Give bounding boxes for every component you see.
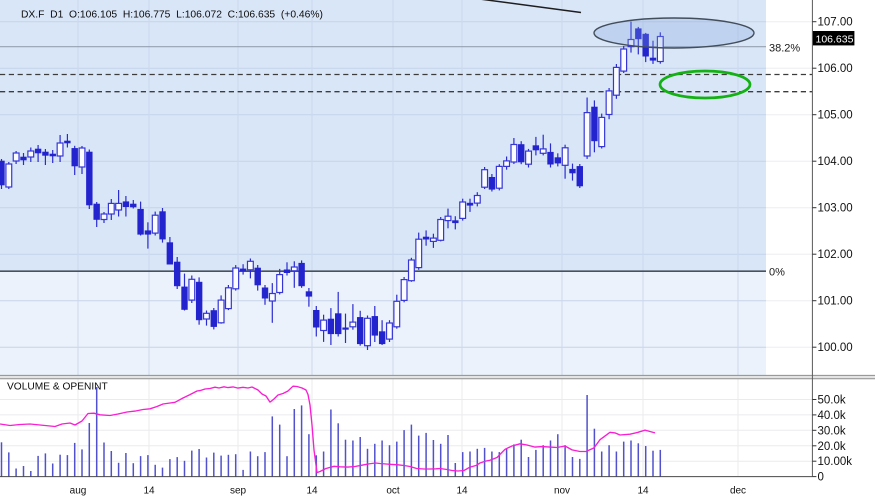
svg-text:30.0k: 30.0k <box>818 425 846 437</box>
svg-text:106.00: 106.00 <box>818 63 853 75</box>
svg-text:DX.F D1 O:106.105 H:106.775: DX.F D1 O:106.105 H:106.775 L:106.072 C:… <box>21 10 323 21</box>
svg-text:0: 0 <box>818 472 824 484</box>
svg-text:103.00: 103.00 <box>818 203 853 215</box>
svg-text:40.0k: 40.0k <box>818 410 846 422</box>
svg-text:nov: nov <box>554 486 570 497</box>
svg-text:14: 14 <box>637 486 649 497</box>
svg-text:101.00: 101.00 <box>818 296 853 308</box>
svg-text:38.2%: 38.2% <box>769 43 800 55</box>
svg-text:100.00: 100.00 <box>818 342 853 354</box>
svg-text:sep: sep <box>230 486 247 497</box>
svg-text:14: 14 <box>306 486 318 497</box>
svg-text:105.00: 105.00 <box>818 110 853 122</box>
svg-text:14: 14 <box>456 486 468 497</box>
svg-text:14: 14 <box>143 486 155 497</box>
svg-text:102.00: 102.00 <box>818 249 853 261</box>
svg-text:107.00: 107.00 <box>818 17 853 29</box>
svg-text:10.00k: 10.00k <box>818 456 853 468</box>
svg-text:0%: 0% <box>769 267 785 279</box>
svg-text:50.0k: 50.0k <box>818 395 846 407</box>
svg-text:20.0k: 20.0k <box>818 441 846 453</box>
svg-text:106.635: 106.635 <box>816 33 854 45</box>
svg-text:dec: dec <box>730 486 746 497</box>
svg-text:104.00: 104.00 <box>818 156 853 168</box>
svg-text:oct: oct <box>386 486 400 497</box>
svg-text:aug: aug <box>70 486 87 497</box>
svg-text:VOLUME & OPENINT: VOLUME & OPENINT <box>7 381 108 392</box>
